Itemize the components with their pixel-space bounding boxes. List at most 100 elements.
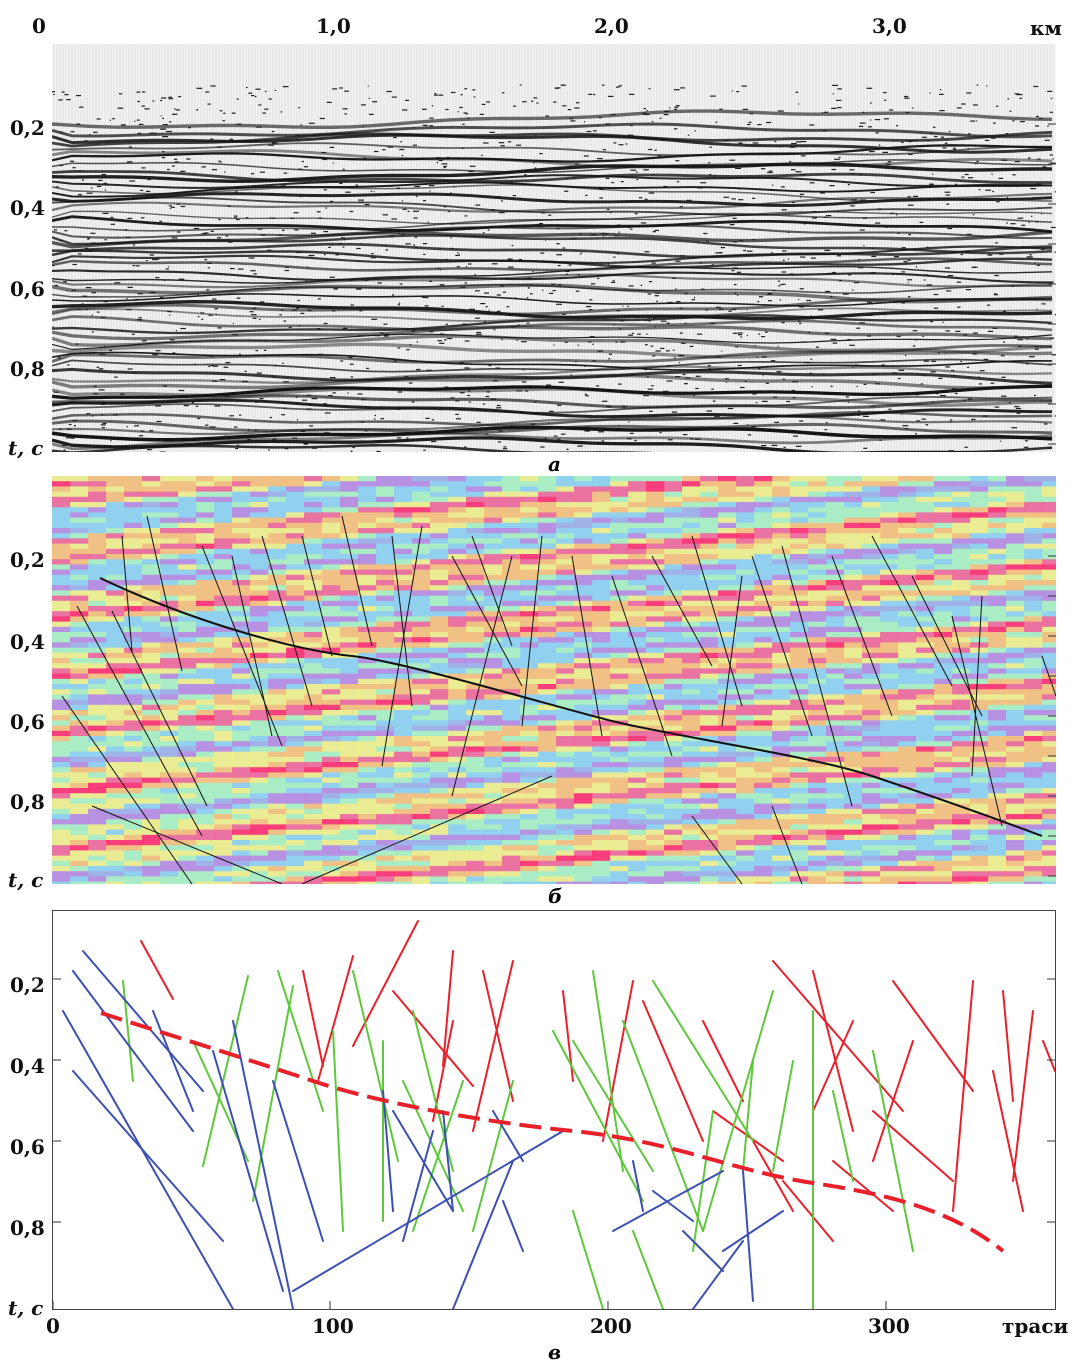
panel-c-red-fault [952,980,974,1212]
panel-c-red-fault [1012,1010,1034,1182]
panel-c-xtick-3: 300 [868,1314,910,1338]
panel-a-ytick-0: 0,2 [10,116,45,140]
panel-c-green-fault [402,1080,464,1212]
panel-a-canvas [52,44,1056,452]
panel-c-green-fault [872,1050,914,1252]
panel-c-red-fault [872,1040,914,1162]
panel-c-red-fault [1042,1040,1055,1072]
panel-b-ytick-3: 0,8 [10,790,45,814]
panel-c-red-faults [140,920,1055,1242]
panel-c-blue-fault [392,1110,454,1212]
panel-c-blue-fault [382,1090,394,1212]
panel-c-green-fault [772,1060,794,1172]
panel-c-xtick-2: 200 [590,1314,632,1338]
panel-c-blue-fault [232,1020,294,1309]
panel-c-ytick-2: 0,6 [10,1135,45,1159]
panel-c-blue-fault [292,1130,564,1292]
panel-c-green-fault [352,970,399,1162]
panel-c-green-fault [622,1020,704,1232]
panel-c-red-fault [772,960,904,1112]
panel-b-ytick-2: 0,6 [10,710,45,734]
panel-c-red-fault [482,970,514,1102]
panel-c-ticks [53,978,1055,1309]
panel-c-blue-fault [692,1240,744,1309]
panel-c-red-fault [442,950,454,1067]
panel-c-canvas [53,920,1055,1309]
panel-c-ylabel: t, с [8,1296,44,1320]
panel-b-canvas [52,476,1056,884]
panel-c-blue-fault [72,970,194,1132]
panel-c-green-faults [122,970,914,1309]
panel-c-blue-fault [492,1110,524,1162]
panel-c-blue-fault [212,1050,284,1292]
panel-a-ylabel: t, с [8,436,44,460]
panel-c-green-fault [252,985,294,1202]
panel-c-blue-fault [82,950,204,1092]
panel-b-ytick-1: 0,4 [10,630,45,654]
panel-c-red-fault [712,1110,784,1162]
panel-c-caption: в [548,1340,562,1364]
panel-c-green-fault [632,1230,664,1309]
panel-c-red-fault [872,1110,954,1182]
panel-c-plot-frame [52,910,1056,1310]
panel-c-xtick-0: 0 [46,1314,60,1338]
panel-c-green-fault [277,970,324,1112]
panel-c-ytick-3: 0,8 [10,1216,45,1240]
panel-c-blue-fault [632,1160,644,1212]
panel-c-blue-fault [452,1160,514,1309]
panel-c-red-fault [992,1070,1024,1212]
panel-c-xtick-1: 100 [312,1314,354,1338]
panel-c-blue-fault [502,1200,524,1252]
panel-c-blue-fault [722,1210,784,1252]
panel-c-green-fault [122,980,134,1082]
panel-b-caption: б [548,884,563,908]
panel-c-green-fault [202,975,249,1167]
panel-c-green-fault [332,1030,344,1232]
panel-c-red-fault [352,920,419,1047]
panel-c-red-fault [472,960,514,1132]
panel-c-xlabel: траси [1002,1314,1069,1338]
panel-c-ytick-0: 0,2 [10,973,45,997]
panel-c-blue-fault [442,1110,454,1212]
panel-c-blue-fault [152,1010,194,1112]
panel-c-blue-fault [72,1070,224,1242]
panel-c-red-fault [602,980,634,1142]
panel-a-noise [52,84,1056,452]
panel-c-green-fault [552,1030,644,1202]
panel-a-ytick-3: 0,8 [10,357,45,381]
panel-c-blue-fault [652,1190,694,1222]
panel-c-green-fault [412,1080,464,1232]
top-axis-unit: км [1030,16,1062,40]
panel-c-ytick-1: 0,4 [10,1054,45,1078]
panel-c-red-fault [302,970,324,1067]
panel-c-blue-fault [272,1080,324,1242]
panel-a-reflectors [52,109,1053,452]
panel-c-blue-fault [682,1230,724,1272]
panel-c-green-fault [472,1080,514,1232]
panel-a-ytick-1: 0,4 [10,196,45,220]
panel-c-red-fault [832,1160,894,1212]
panel-a-ytick-2: 0,6 [10,277,45,301]
panel-c-blue-fault [612,1170,724,1232]
panel-c-red-fault [812,1020,854,1112]
panel-b-fault-lines [61,515,1056,884]
panel-c-red-fault [140,940,174,1000]
panel-a-right-ticks [1048,123,1056,445]
panel-c-green-fault [742,1060,754,1172]
panel-b-ylabel: t, с [8,868,44,892]
panel-c-blue-fault [742,1170,754,1302]
panel-b-right-ticks [1048,555,1056,877]
top-axis-tick-0: 0 [32,14,46,38]
panel-b-ytick-0: 0,2 [10,548,45,572]
panel-c-red-fault [1002,990,1014,1102]
panel-c-red-fault [782,1180,834,1242]
panel-c-green-fault [702,990,774,1232]
panel-c-red-fault [892,980,974,1092]
panel-c-horizon-dashed [100,1011,1005,1253]
top-axis-tick-2: 2,0 [594,14,629,38]
panel-c-green-fault [832,1090,854,1182]
panel-c-red-fault [317,955,354,1082]
panel-c-blue-faults [62,950,784,1309]
top-axis-tick-1: 1,0 [316,14,351,38]
panel-a-seismic-section [52,44,1056,452]
